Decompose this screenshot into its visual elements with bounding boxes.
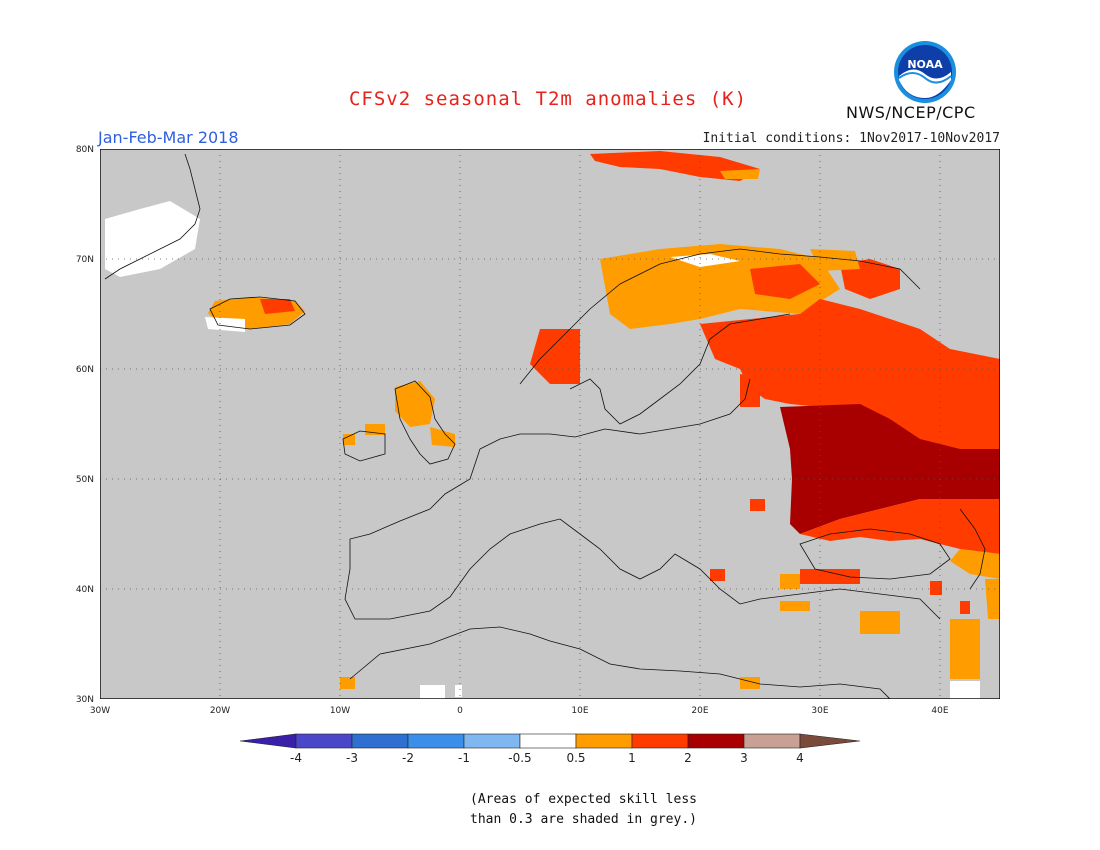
colorbar-label: -0.5: [508, 751, 531, 765]
colorbar-label: 2: [684, 751, 692, 765]
lon-label: 20W: [210, 706, 230, 716]
skill-note-line2: than 0.3 are shaded in grey.): [470, 812, 697, 827]
colorbar-label: -1: [458, 751, 470, 765]
colorbar: [239, 733, 861, 749]
noaa-logo-text: NOAA: [907, 58, 943, 71]
lon-label: 30E: [811, 706, 828, 716]
anomaly-map: [100, 149, 1000, 699]
lon-labels: 30W 20W 10W 0 10E 20E 30E 40E: [90, 706, 949, 716]
chart-title: CFSv2 seasonal T2m anomalies (K): [348, 88, 748, 110]
colorbar-label: 1: [628, 751, 636, 765]
colorbar-swatch: [743, 733, 801, 749]
initial-conditions: Initial conditions: 1Nov2017-10Nov2017: [702, 131, 1000, 146]
colorbar-label: 3: [740, 751, 748, 765]
skill-note-line1: (Areas of expected skill less: [470, 792, 697, 807]
lon-label: 20E: [691, 706, 708, 716]
lat-labels: 30N 40N 50N 60N 70N 80N: [76, 145, 94, 705]
colorbar-label: -2: [402, 751, 414, 765]
colorbar-swatch: [295, 733, 353, 749]
lat-label: 50N: [76, 475, 94, 485]
lon-label: 40E: [931, 706, 948, 716]
colorbar-swatch: [407, 733, 465, 749]
lat-label: 80N: [76, 145, 94, 155]
agency-label: NWS/NCEP/CPC: [846, 103, 976, 122]
colorbar-swatch: [631, 733, 689, 749]
lat-label: 40N: [76, 585, 94, 595]
colorbar-label: -4: [290, 751, 302, 765]
colorbar-label: 0.5: [566, 751, 585, 765]
colorbar-label: 4: [796, 751, 804, 765]
lon-label: 0: [457, 706, 463, 716]
colorbar-swatch: [519, 733, 577, 749]
colorbar-swatch: [687, 733, 745, 749]
graticule: [100, 149, 1000, 699]
colorbar-swatch: [351, 733, 409, 749]
colorbar-swatch: [799, 733, 861, 749]
noaa-logo: NOAA: [894, 41, 956, 103]
colorbar-labels: -4 -3 -2 -1 -0.5 0.5 1 2 3 4: [290, 751, 804, 765]
lon-label: 10W: [330, 706, 350, 716]
lat-label: 70N: [76, 255, 94, 265]
colorbar-label: -3: [346, 751, 358, 765]
lon-label: 30W: [90, 706, 110, 716]
lat-label: 30N: [76, 695, 94, 705]
lon-label: 10E: [571, 706, 588, 716]
colorbar-swatch: [575, 733, 633, 749]
colorbar-swatch: [463, 733, 521, 749]
colorbar-swatch: [239, 733, 297, 749]
forecast-period: Jan-Feb-Mar 2018: [98, 128, 239, 147]
skill-note: (Areas of expected skill less than 0.3 a…: [470, 790, 730, 830]
coastlines: [104, 153, 986, 699]
anomaly-shading: [105, 151, 1000, 699]
lat-label: 60N: [76, 365, 94, 375]
